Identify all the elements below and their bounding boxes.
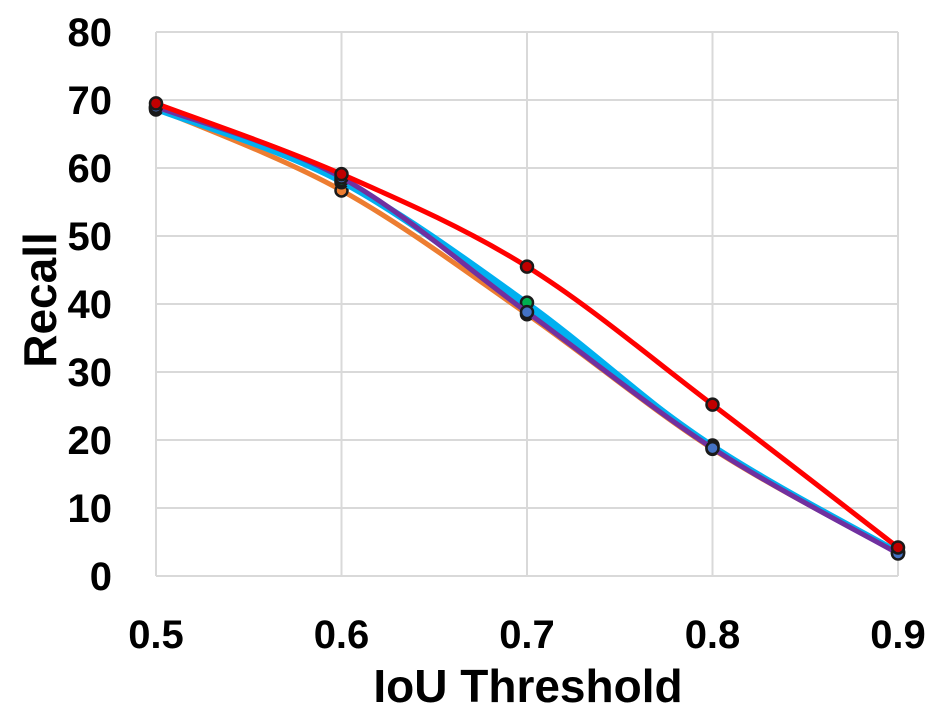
y-tick-label: 50: [68, 215, 113, 259]
x-axis-title: IoU Threshold: [373, 660, 682, 712]
x-tick-label: 0.7: [499, 613, 555, 657]
y-tick-label: 30: [68, 351, 113, 395]
x-tick-label: 0.5: [128, 613, 184, 657]
x-tick-label: 0.8: [685, 613, 741, 657]
y-axis-title: Recall: [14, 232, 66, 368]
data-point: [519, 304, 535, 320]
data-point: [705, 397, 720, 412]
y-tick-label: 40: [68, 283, 113, 327]
data-point: [334, 166, 349, 182]
data-point: [148, 96, 164, 111]
y-tick-label: 10: [68, 487, 113, 531]
data-point: [519, 259, 535, 274]
y-tick-label: 0: [90, 555, 112, 599]
y-tick-label: 70: [68, 79, 113, 123]
x-tick-label: 0.6: [314, 613, 370, 657]
y-tick-label: 20: [68, 419, 113, 463]
series-5: [148, 96, 906, 555]
x-tick-labels: 0.5 0.6 0.7 0.8 0.9: [128, 613, 926, 657]
y-tick-label: 80: [68, 11, 113, 55]
data-point: [890, 540, 906, 555]
y-tick-labels: 0 10 20 30 40 50 60 70 80: [68, 11, 113, 599]
x-tick-label: 0.9: [870, 613, 926, 657]
y-tick-label: 60: [68, 147, 113, 191]
data-point: [705, 440, 720, 456]
series-layer: [148, 96, 906, 561]
